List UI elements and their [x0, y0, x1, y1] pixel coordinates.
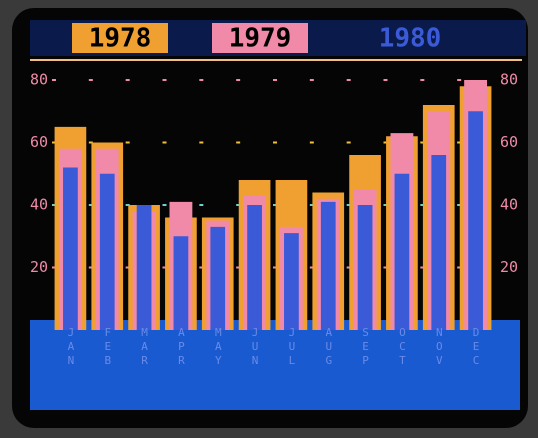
bar [431, 155, 447, 330]
y-tick-label: 60 [30, 133, 48, 151]
bar [99, 173, 115, 330]
x-tick-label: FEB [101, 326, 114, 368]
bar [320, 201, 336, 330]
bar [136, 205, 152, 330]
x-tick-label: NOV [433, 326, 446, 368]
x-tick-label: SEP [359, 326, 372, 368]
x-tick-label: OCT [396, 326, 409, 368]
legend-label: 1978 [89, 24, 152, 54]
bar [284, 233, 299, 330]
bar [394, 173, 410, 330]
y-tick-label: 40 [500, 196, 518, 214]
bar [210, 226, 226, 330]
x-tick-label: MAR [138, 326, 151, 368]
legend-label: 1979 [229, 24, 292, 54]
bar [247, 205, 262, 330]
y-tick-label: 40 [30, 196, 48, 214]
bar [468, 111, 483, 330]
x-tick-label: AUG [322, 326, 335, 368]
x-tick-label: APR [175, 326, 188, 368]
x-tick-label: MAY [212, 326, 225, 368]
bar [63, 167, 78, 330]
x-tick-label: DEC [470, 326, 483, 368]
x-tick-label: JAN [64, 326, 77, 368]
y-tick-label: 20 [500, 258, 518, 276]
y-tick-label: 80 [30, 71, 48, 89]
legend-swatch [212, 23, 308, 53]
legend-swatch [362, 23, 458, 53]
x-tick-label: JUN [249, 326, 262, 368]
axis-band [30, 320, 520, 410]
y-tick-label: 20 [30, 258, 48, 276]
bar [357, 205, 373, 330]
x-tick-label: JUL [285, 326, 298, 368]
legend-label: 1980 [379, 24, 442, 54]
bar [173, 236, 189, 330]
legend-swatch [72, 23, 168, 53]
y-tick-label: 80 [500, 71, 518, 89]
y-tick-label: 60 [500, 133, 518, 151]
